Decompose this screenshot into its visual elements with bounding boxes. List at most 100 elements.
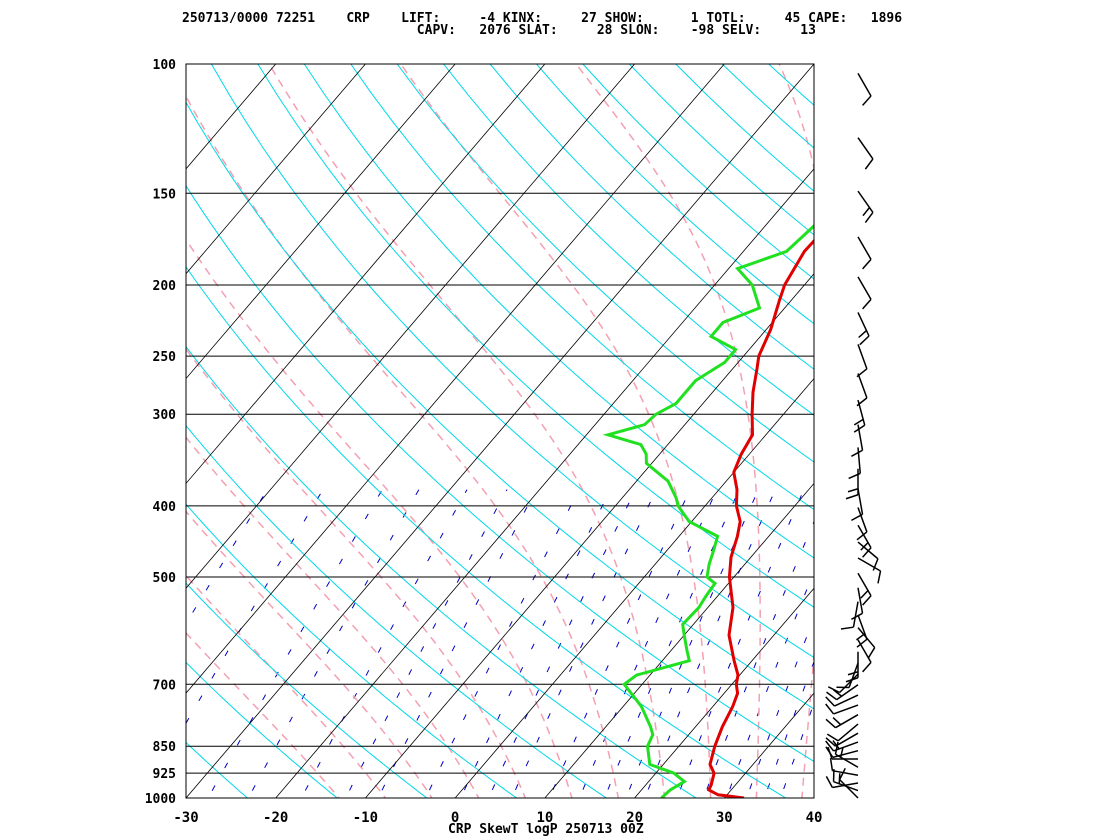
wind-barb-flag	[851, 513, 863, 522]
moist-adiabat-line	[186, 347, 527, 798]
wind-barb-flag	[853, 424, 866, 433]
wind-barb-flag	[862, 258, 872, 270]
isotherms	[0, 64, 814, 798]
wind-barb-staff	[857, 137, 874, 160]
mixing-ratio-line	[726, 570, 814, 798]
mixing-ratio-line	[548, 489, 691, 798]
wind-barb-staff	[857, 639, 872, 663]
isotherm-line	[0, 64, 7, 798]
pressure-tick-label: 250	[153, 350, 177, 365]
dry-adiabat-line	[350, 64, 814, 511]
moist-adiabat-line	[186, 94, 620, 798]
wind-barb-flag	[860, 542, 869, 551]
mixing-ratio-line	[603, 489, 740, 798]
dry-adiabat-line	[303, 64, 814, 559]
wind-barb-flag	[856, 397, 868, 407]
wind-barb-flag	[825, 776, 834, 788]
wind-barb-flag	[838, 767, 846, 780]
pressure-tick-label: 300	[153, 408, 177, 423]
wind-barb-flag	[872, 558, 879, 571]
dry-adiabat-line	[186, 582, 428, 798]
wind-barb-flag	[825, 737, 836, 747]
moist-adiabat-line	[400, 64, 712, 798]
mixing-ratio-line	[763, 660, 814, 798]
wind-barb-flag	[858, 329, 867, 339]
dry-adiabats	[186, 0, 1120, 814]
wind-barb-flag	[864, 211, 874, 224]
pressure-tick-label: 500	[153, 571, 177, 586]
wind-barb-flag	[856, 531, 868, 541]
moist-adiabat-line	[186, 631, 341, 798]
wind-barb-flag	[864, 158, 874, 170]
wind-barb-flag	[856, 368, 868, 378]
isotherm-line	[186, 64, 814, 798]
wind-barb-flag	[853, 418, 864, 426]
wind-barb-staff	[832, 782, 859, 789]
isotherm-line	[186, 64, 366, 275]
mixing-ratio-line	[578, 489, 718, 798]
wind-barb-staff	[833, 741, 859, 752]
dewpoint-profile	[602, 223, 814, 798]
dry-adiabat-line	[186, 424, 608, 798]
pressure-tick-label: 700	[153, 678, 177, 693]
wind-barb-flag	[838, 773, 841, 784]
wind-barb-staff	[834, 694, 859, 707]
wind-barb-flag	[862, 207, 871, 217]
wind-barb-flag	[856, 633, 866, 641]
mixing-ratio-lines	[186, 489, 814, 798]
dry-adiabat-line	[396, 64, 814, 463]
wind-barb-staff	[832, 749, 859, 759]
temperature-tick-label: 30	[716, 810, 733, 826]
wind-barb-staff	[836, 684, 859, 701]
mixing-ratio-line	[644, 489, 776, 798]
wind-barb-staff	[857, 572, 872, 597]
pressure-tick-label: 150	[153, 187, 177, 202]
moist-adiabat-line	[186, 574, 387, 798]
mixing-ratio-line	[676, 489, 805, 798]
wind-barb-flag	[862, 661, 872, 673]
mixing-ratio-line	[487, 489, 637, 798]
wind-barb-staff	[837, 723, 859, 742]
wind-barb-flag	[862, 95, 872, 106]
pressure-tick-label: 400	[153, 500, 177, 515]
wind-barb-flag	[862, 547, 872, 558]
pressure-tick-label: 100	[153, 58, 177, 73]
dry-adiabat-line	[186, 101, 814, 710]
wind-barb-staff	[833, 704, 859, 715]
wind-barb-flag	[834, 741, 839, 755]
moist-adiabat-line	[186, 238, 573, 798]
wind-barb-staff	[857, 587, 864, 614]
dry-adiabat-line	[442, 64, 814, 416]
isotherm-line	[0, 64, 96, 798]
wind-barb-flag	[862, 298, 872, 310]
mixing-ratio-line	[186, 489, 268, 625]
mixing-ratio-line	[511, 489, 657, 798]
moist-adiabats	[186, 64, 814, 798]
isotherm-line	[275, 168, 814, 798]
wind-barb-flag	[845, 677, 859, 683]
wind-barb-flag	[848, 472, 861, 480]
moist-adiabat-line	[186, 436, 480, 798]
moist-adiabat-line	[186, 510, 433, 798]
wind-barb-flag	[825, 718, 836, 729]
wind-barb-flag	[847, 488, 859, 493]
temperature-tick-label: 0	[451, 810, 459, 826]
temperature-tick-label: -20	[263, 810, 288, 826]
dry-adiabat-line	[489, 64, 814, 370]
isotherm-line	[186, 64, 725, 694]
wind-barb-staff	[857, 276, 872, 300]
pressure-tick-labels: 100 150 200 250 300 400 500 700 850 925 1000	[145, 58, 176, 807]
wind-barb-flag	[851, 612, 863, 620]
dry-adiabat-line	[210, 64, 814, 659]
wind-barb-staff	[839, 779, 859, 799]
profiles	[602, 223, 814, 798]
wind-barb-flag	[856, 638, 868, 648]
pressure-tick-label: 925	[153, 767, 176, 782]
wind-barb-staff	[857, 73, 872, 97]
dry-adiabat-line	[698, 0, 1120, 814]
pressure-tick-label: 1000	[145, 792, 176, 807]
isotherm-line	[186, 64, 546, 485]
dry-adiabat-line	[186, 741, 249, 798]
dry-adiabat-line	[582, 64, 814, 280]
wind-barb-staff	[857, 488, 864, 515]
